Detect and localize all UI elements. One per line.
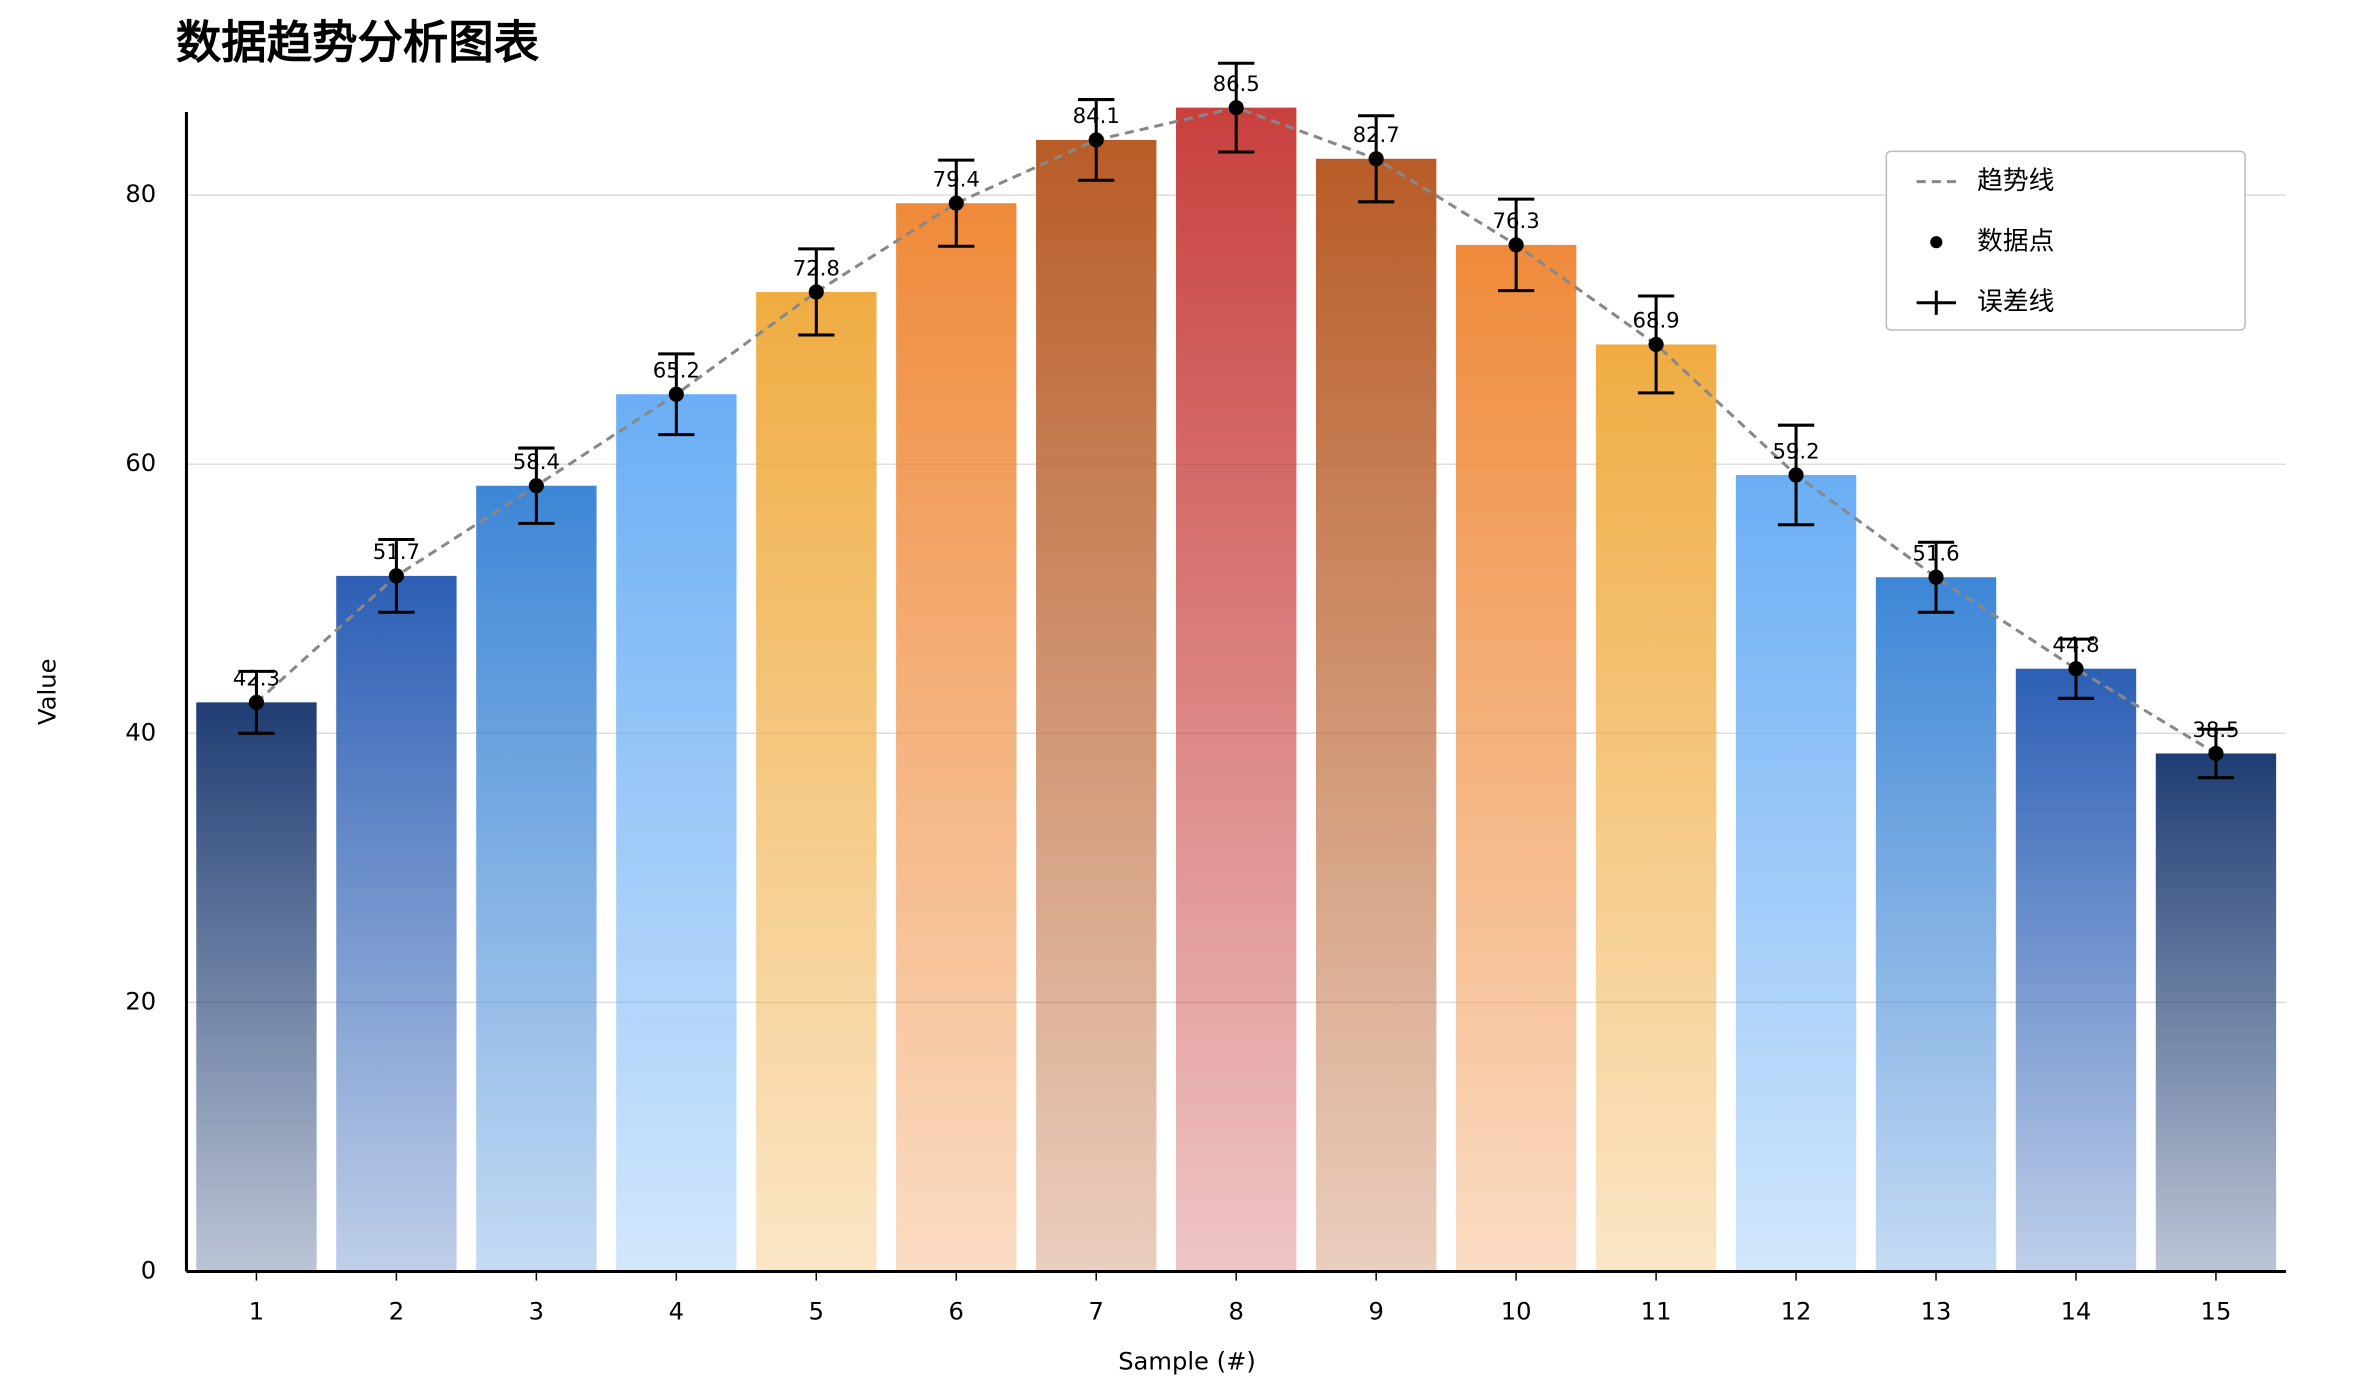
legend-dot: [1930, 236, 1943, 249]
data-label: 44.8: [2052, 632, 2099, 657]
x-tick-label: 12: [1781, 1297, 1812, 1325]
chart-title: 数据趋势分析图表: [176, 16, 540, 69]
data-label: 59.2: [1772, 438, 1819, 463]
x-tick-label: 10: [1501, 1297, 1532, 1325]
data-label: 58.4: [513, 449, 560, 474]
x-tick-label: 2: [389, 1297, 404, 1325]
data-label: 79.4: [933, 166, 980, 191]
y-tick-label: 80: [125, 180, 156, 208]
bar: [1595, 344, 1717, 1272]
data-label: 42.3: [233, 666, 280, 691]
x-tick-label: 1: [249, 1297, 264, 1325]
data-point: [668, 386, 684, 402]
data-label: 86.5: [1213, 71, 1260, 96]
bar: [896, 203, 1017, 1272]
x-tick-label: 14: [2061, 1297, 2092, 1325]
data-label: 76.3: [1493, 208, 1540, 233]
y-tick-label: 20: [125, 987, 156, 1015]
data-label: 72.8: [793, 255, 840, 280]
x-tick-label: 11: [1641, 1297, 1672, 1325]
bar: [1176, 107, 1297, 1272]
data-point: [528, 478, 544, 494]
bar: [756, 291, 877, 1272]
x-tick-label: 8: [1228, 1297, 1243, 1325]
bar: [1455, 244, 1577, 1272]
data-point: [1228, 100, 1244, 116]
data-point: [1508, 237, 1524, 253]
y-tick-label: 60: [125, 449, 156, 477]
data-label: 38.5: [2192, 717, 2239, 742]
data-point: [1788, 467, 1804, 483]
x-tick-label: 5: [809, 1297, 824, 1325]
data-point: [2068, 661, 2084, 677]
data-point: [808, 284, 824, 300]
x-tick-label: 3: [529, 1297, 544, 1325]
x-axis-label: Sample (#): [1118, 1347, 1256, 1375]
data-label: 51.7: [373, 539, 420, 564]
legend-errorbar: [1916, 290, 1956, 315]
legend-label: 趋势线: [1977, 166, 2054, 196]
data-point: [1368, 151, 1384, 167]
bar: [336, 575, 457, 1272]
bar: [2015, 668, 2137, 1272]
data-label: 82.7: [1353, 122, 1400, 147]
data-label: 65.2: [653, 358, 700, 383]
x-tick-label: 6: [949, 1297, 964, 1325]
data-point: [948, 195, 964, 211]
x-tick-label: 4: [669, 1297, 684, 1325]
bar: [1735, 474, 1857, 1272]
bar: [2155, 753, 2277, 1272]
legend-label: 误差线: [1977, 287, 2054, 317]
x-tick-label: 7: [1089, 1297, 1104, 1325]
bar: [616, 394, 737, 1272]
data-point: [388, 568, 404, 584]
bar: [1315, 158, 1437, 1272]
data-point: [1928, 569, 1944, 585]
legend-box: [1885, 150, 2246, 331]
data-point: [2208, 745, 2224, 762]
bar: [1036, 139, 1157, 1272]
x-tick-label: 13: [1921, 1297, 1952, 1325]
y-axis-label: Value: [34, 659, 62, 725]
bar: [476, 485, 597, 1272]
data-point: [1648, 336, 1664, 353]
y-tick-label: 0: [141, 1257, 156, 1285]
bar: [1875, 577, 1997, 1272]
data-point: [248, 694, 265, 710]
legend-label: 数据点: [1977, 227, 2054, 257]
x-tick-label: 9: [1368, 1297, 1383, 1325]
data-label: 84.1: [1073, 103, 1120, 128]
data-label: 51.6: [1912, 541, 1959, 566]
bar: [196, 702, 317, 1272]
data-label: 68.9: [1632, 308, 1679, 333]
data-point: [1088, 132, 1104, 148]
x-tick-label: 15: [2201, 1297, 2232, 1325]
y-tick-label: 40: [125, 718, 156, 746]
